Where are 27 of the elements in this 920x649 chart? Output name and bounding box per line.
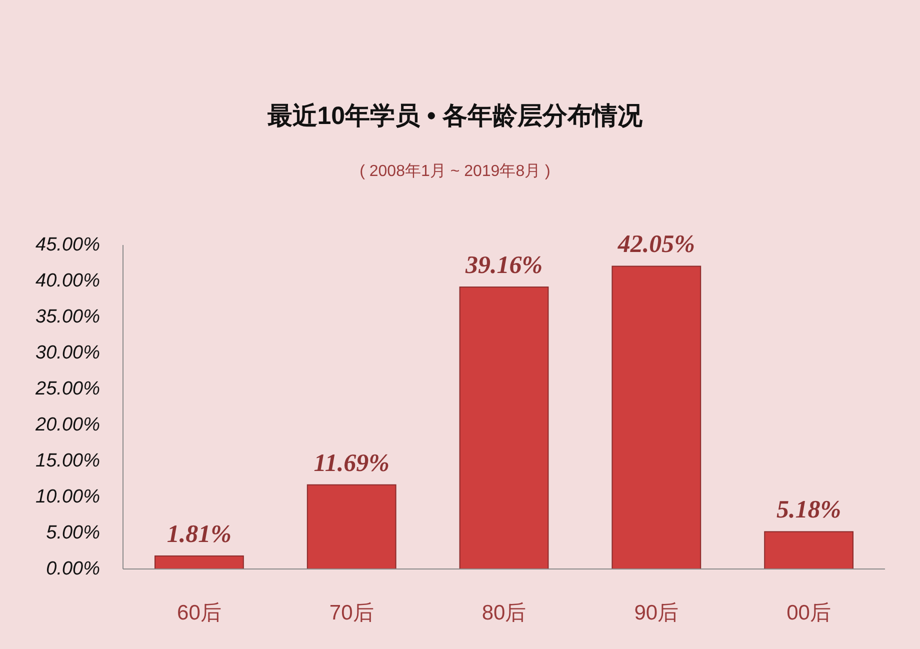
data-label: 1.81%: [166, 520, 232, 548]
y-tick-label: 45.00%: [36, 234, 100, 256]
y-tick-label: 0.00%: [46, 558, 100, 580]
y-tick-label: 30.00%: [36, 342, 100, 364]
bar: [612, 266, 702, 570]
y-tick-label: 15.00%: [36, 450, 100, 472]
x-tick-label: 00后: [786, 602, 831, 624]
bar: [154, 555, 244, 570]
x-tick-label: 70后: [329, 602, 374, 624]
y-tick-label: 5.00%: [46, 522, 100, 544]
bar: [459, 286, 549, 570]
y-tick-label: 10.00%: [36, 486, 100, 508]
y-tick-label: 20.00%: [34, 414, 100, 436]
data-label: 11.69%: [314, 450, 390, 477]
y-tick-label: 25.00%: [34, 378, 100, 400]
y-tick-label: 35.00%: [36, 306, 100, 328]
y-tick-label: 40.00%: [36, 270, 100, 292]
data-label: 39.16%: [464, 252, 543, 280]
chart-title: 最近10年学员 • 各年龄层分布情况: [266, 102, 644, 130]
x-tick-label: 90后: [634, 602, 679, 624]
x-tick-label: 80后: [482, 602, 526, 624]
chart-subtitle: ( 2008年1月 ~ 2019年8月 ): [360, 163, 550, 180]
bar: [306, 484, 396, 570]
data-label: 42.05%: [616, 231, 695, 258]
x-tick-label: 60后: [177, 602, 222, 624]
data-label: 5.18%: [776, 496, 842, 524]
bar: [764, 531, 854, 570]
